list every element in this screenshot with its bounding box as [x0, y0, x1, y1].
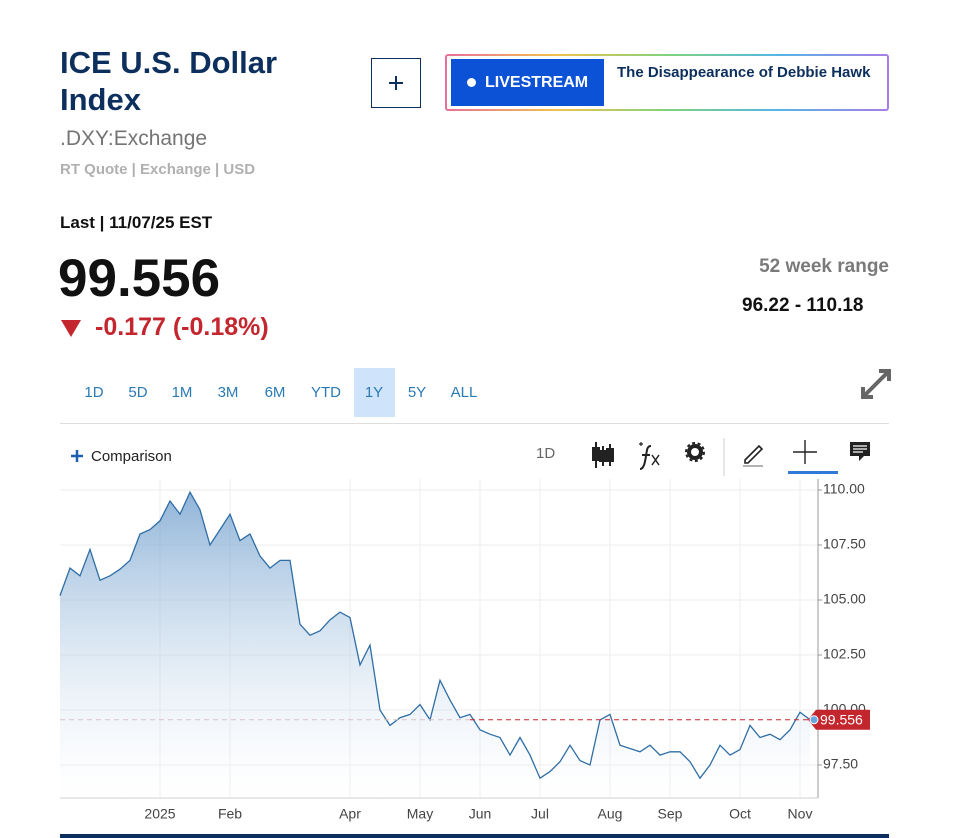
y-tick-label: 105.00 [823, 591, 866, 607]
toolbar-icons [592, 438, 870, 476]
change: -0.177 (-0.18%) [95, 313, 269, 341]
last-label: Last | 11/07/25 EST [60, 213, 213, 232]
range-tab[interactable]: 3M [217, 384, 239, 401]
range-tab[interactable]: 5Y [407, 384, 427, 401]
y-tick-label: 102.50 [823, 646, 866, 662]
range-tab[interactable]: 1D [84, 384, 104, 401]
draw-icon[interactable] [743, 444, 764, 467]
interval-button[interactable]: 1D [536, 445, 556, 462]
x-tick-label: Oct [729, 806, 751, 822]
range-tab[interactable]: 1Y [353, 368, 395, 417]
last-point [809, 715, 819, 725]
price-line [59, 490, 811, 780]
expand-icon[interactable] [860, 368, 892, 400]
add-button[interactable] [371, 58, 421, 108]
last-value-tag [808, 709, 870, 730]
last-value-label: 99.556 [820, 711, 863, 727]
title: ICE U.S. Dollar Index [60, 45, 278, 117]
range-tab[interactable]: YTD [311, 384, 341, 401]
range-tab[interactable]: 5D [128, 384, 148, 401]
range-tab[interactable]: 6M [264, 384, 286, 401]
divider [60, 423, 889, 424]
range-value: 96.22 - 110.18 [742, 295, 864, 316]
y-tick-label: 107.50 [823, 536, 866, 552]
bottom-bar [60, 834, 889, 838]
livestream-badge: LIVESTREAM [451, 59, 604, 106]
down-arrow [61, 320, 81, 337]
candle-icon[interactable] [592, 442, 614, 468]
x-tick-label: 2025 [144, 806, 175, 822]
livestream[interactable]: LIVESTREAM The Disappearance of Debbie H… [445, 54, 889, 111]
x-tick-label: Feb [218, 806, 242, 822]
comment-icon[interactable] [850, 442, 870, 461]
area [60, 492, 810, 798]
range-tab[interactable]: 1M [171, 384, 193, 401]
study-icon[interactable] [639, 442, 660, 470]
x-tick-label: May [407, 806, 433, 822]
dot [467, 78, 476, 87]
plus-icon [71, 450, 83, 462]
price: 99.556 [58, 249, 221, 308]
badge-text: LIVESTREAM [485, 74, 589, 91]
y-tick-label: 110.00 [823, 481, 865, 497]
quote-meta: RT Quote | Exchange | USD [60, 161, 256, 178]
x-tick-label: Sep [658, 806, 683, 822]
range-tab[interactable]: ALL [450, 384, 478, 401]
range-label: 52 week range [759, 256, 889, 277]
symbol: .DXY:Exchange [60, 127, 208, 150]
x-tick-label: Jun [469, 806, 492, 822]
x-tick-label: Nov [788, 806, 813, 822]
x-tick-label: Apr [339, 806, 361, 822]
livestream-headline: The Disappearance of Debbie Hawk [617, 64, 871, 81]
comparison-button[interactable]: Comparison [91, 448, 172, 465]
x-tick-label: Jul [531, 806, 549, 822]
crosshair-icon[interactable] [788, 440, 838, 474]
settings-icon[interactable] [685, 442, 705, 462]
x-tick-label: Aug [598, 806, 623, 822]
plus-icon [389, 76, 403, 90]
y-tick-label: 97.50 [823, 756, 858, 772]
